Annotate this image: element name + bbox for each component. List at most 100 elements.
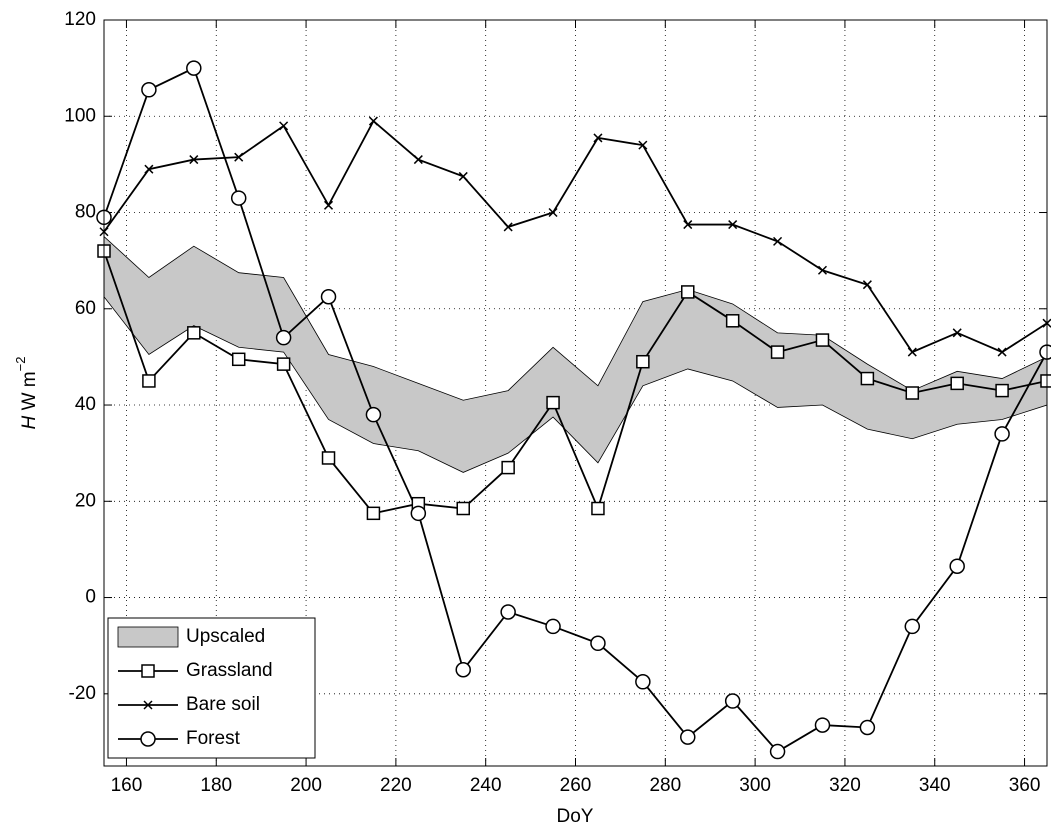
circle-marker [186, 60, 202, 76]
circle-marker [949, 558, 965, 575]
square-marker [636, 354, 650, 369]
x-marker [413, 155, 423, 165]
circle-marker [410, 505, 427, 522]
circle-marker [680, 729, 696, 745]
circle-marker [635, 674, 651, 690]
square-marker [681, 285, 695, 299]
y-tick-label: -20 [69, 683, 96, 704]
square-marker [321, 451, 336, 465]
x-marker [952, 328, 962, 338]
y-tick-label: 120 [64, 9, 96, 30]
x-tick-label: 220 [380, 775, 412, 796]
legend-label: Forest [186, 728, 241, 749]
x-tick-label: 280 [649, 775, 681, 796]
legend-marker [140, 731, 156, 747]
legend-label: Bare soil [186, 694, 260, 715]
x-marker [728, 220, 738, 230]
plot-area [104, 66, 1047, 753]
square-marker [905, 386, 920, 400]
x-marker [503, 222, 513, 232]
square-marker [187, 326, 201, 340]
circle-marker [590, 635, 606, 652]
x-tick-label: 240 [470, 775, 502, 796]
legend-swatch [117, 626, 179, 648]
circle-marker [724, 693, 741, 709]
x-tick-label: 180 [200, 775, 232, 796]
y-label-exponent: −2 [13, 357, 28, 372]
square-marker [950, 376, 964, 391]
x-marker [593, 133, 603, 143]
x-marker [323, 200, 334, 210]
x-tick-label: 260 [560, 775, 592, 796]
square-marker [591, 501, 605, 516]
y-tick-label: 20 [75, 490, 96, 511]
legend: Upscaled Grassland Bare soil Forest [107, 617, 316, 759]
legend-label: Grassland [186, 660, 273, 681]
circle-marker [994, 426, 1010, 442]
x-marker [997, 347, 1007, 357]
x-marker [773, 236, 783, 246]
y-tick-label: 80 [75, 202, 96, 223]
circle-marker [814, 717, 831, 733]
x-tick-label: 320 [829, 775, 861, 796]
x-axis-label: DoY [557, 806, 594, 827]
circle-marker [141, 82, 157, 98]
square-marker [815, 333, 830, 347]
circle-marker [230, 190, 247, 206]
circle-marker [455, 661, 471, 678]
x-marker [234, 152, 244, 162]
square-marker [1040, 374, 1051, 388]
x-marker [279, 121, 289, 131]
y-label-unit: W m [19, 371, 40, 410]
x-marker [683, 220, 693, 230]
square-marker [366, 506, 381, 521]
x-tick-label: 340 [919, 775, 951, 796]
x-marker [862, 280, 872, 290]
square-marker [142, 374, 156, 388]
x-tick-label: 160 [111, 775, 143, 796]
square-marker [231, 352, 246, 367]
x-marker [548, 207, 558, 218]
y-axis-label: H W m−2 [13, 357, 40, 430]
square-marker [725, 314, 740, 328]
x-marker [189, 155, 199, 165]
legend-label: Upscaled [186, 626, 265, 647]
circle-marker [500, 604, 516, 620]
y-label-symbol: H [19, 415, 40, 429]
circle-marker [545, 618, 561, 635]
square-marker [995, 383, 1009, 398]
plot-frame [103, 19, 1048, 767]
square-marker [546, 395, 560, 410]
plot-layer: 160 180 200 220 240 260 280 300 320 340 360 -20 0 20 4… [64, 9, 1051, 796]
legend-marker [143, 700, 153, 710]
series-line [104, 119, 1047, 354]
x-tick-label: 360 [1009, 775, 1041, 796]
y-tick-label: 60 [75, 298, 96, 319]
circle-marker [365, 406, 382, 423]
circle-marker [859, 719, 876, 736]
x-marker [368, 116, 378, 126]
circle-marker [275, 329, 292, 346]
x-marker [907, 347, 917, 357]
x-tick-label: 300 [739, 775, 771, 796]
y-tick-label: 40 [75, 394, 96, 415]
circle-marker [769, 743, 786, 760]
series-line [104, 250, 1047, 515]
square-marker [501, 460, 515, 475]
y-tick-label: 0 [85, 587, 96, 608]
x-marker [817, 265, 828, 275]
circle-marker [1039, 344, 1051, 360]
x-marker [458, 171, 468, 181]
series-line [104, 66, 1047, 753]
circle-marker [320, 288, 337, 305]
square-marker [770, 345, 785, 359]
square-marker [456, 501, 470, 516]
legend-marker [141, 664, 155, 678]
x-tick-label: 200 [290, 775, 322, 796]
x-marker [144, 164, 154, 174]
circle-marker [904, 618, 921, 635]
square-marker [276, 357, 291, 371]
x-marker [638, 140, 648, 150]
